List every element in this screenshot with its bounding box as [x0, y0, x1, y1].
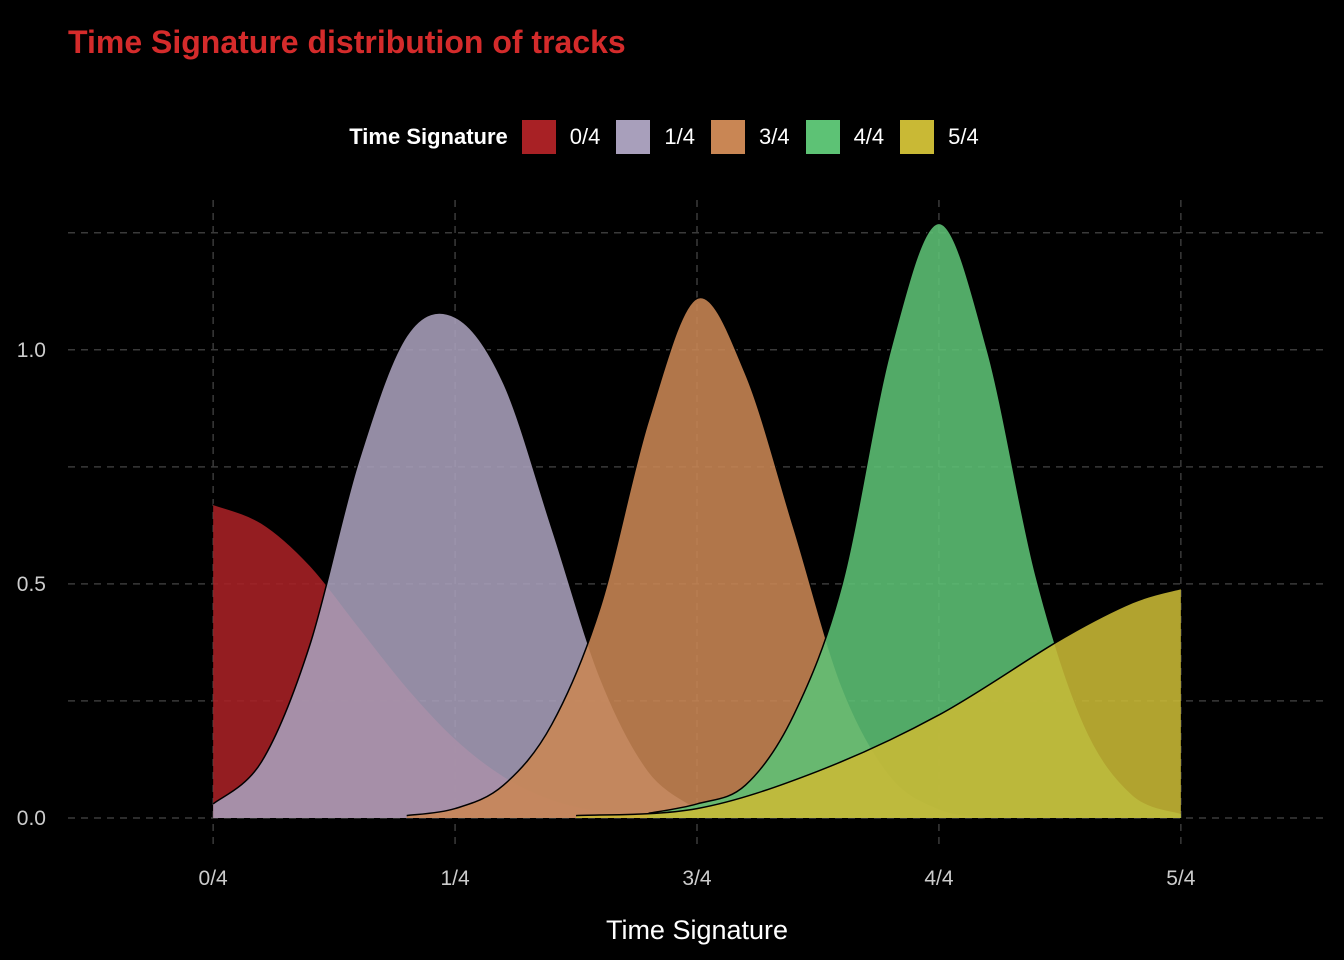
y-tick-label: 0.5: [17, 573, 46, 596]
legend-key-4-4: [805, 120, 840, 154]
legend-label-5-4: 5/4: [948, 124, 979, 149]
x-tick-label: 4/4: [924, 867, 954, 890]
y-tick-label: 0.0: [17, 807, 46, 830]
legend: Time Signature 0/4 1/4 3/4 4/4 5/4: [0, 120, 1344, 154]
x-tick-label: 0/4: [199, 867, 229, 890]
y-tick-label: 1.0: [17, 339, 46, 362]
legend-key-3-4: [710, 120, 745, 154]
x-axis-title: Time Signature: [606, 915, 788, 945]
legend-key-5-4: [900, 120, 935, 154]
legend-label-1-4: 1/4: [664, 124, 695, 149]
legend-item-3-4: 3/4: [710, 120, 790, 154]
legend-item-0-4: 0/4: [521, 120, 601, 154]
density-line-5-4: [575, 587, 1182, 817]
chart-title: Time Signature distribution of tracks: [68, 24, 626, 60]
legend-title: Time Signature: [349, 124, 508, 149]
legend-key-1-4: [616, 120, 651, 154]
x-tick-label: 5/4: [1166, 867, 1196, 890]
legend-label-0-4: 0/4: [569, 124, 601, 149]
legend-key-0-4: [521, 120, 556, 154]
legend-item-1-4: 1/4: [616, 120, 695, 154]
density-series: [212, 222, 1182, 819]
legend-item-4-4: 4/4: [805, 120, 885, 154]
x-tick-label: 3/4: [682, 867, 712, 890]
legend-item-5-4: 5/4: [900, 120, 979, 154]
x-tick-label: 1/4: [440, 867, 470, 890]
legend-label-3-4: 3/4: [758, 124, 790, 149]
axes: 0.0 0.5 1.0 0/4 1/4 3/4 4/4 5/4 Time Signature: [17, 339, 1196, 945]
legend-label-4-4: 4/4: [853, 124, 885, 149]
density-area-5-4: [576, 588, 1181, 818]
